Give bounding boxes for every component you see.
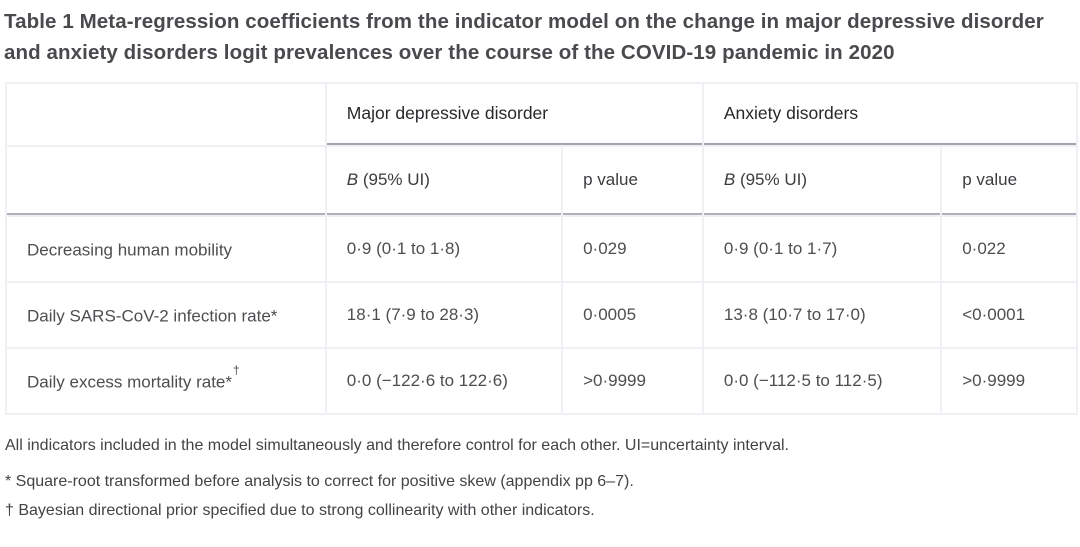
table-row-mobility: Decreasing human mobility 0·9 (0·1 to 1·… (7, 217, 1076, 281)
corner-cell (7, 84, 325, 145)
cell-anx-p: 0·022 (942, 217, 1076, 281)
group-header-mdd: Major depressive disorder (326, 84, 702, 145)
footnote-asterisk: * Square-root transformed before analysi… (5, 473, 634, 490)
b-symbol: B (723, 170, 736, 189)
footnotes: All indicators included in the model sim… (5, 434, 1070, 522)
col-header-anx-p: p value (942, 147, 1076, 215)
col-header-mdd-b: B (95% UI) (326, 147, 562, 215)
row-label-text: Daily excess mortality rate* (27, 372, 233, 392)
row-label-text: Decreasing human mobility (27, 240, 233, 260)
cell-mdd-b: 0·9 (0·1 to 1·8) (326, 217, 562, 281)
row-label: Daily excess mortality rate*† (7, 349, 325, 413)
col-header-anx-b: B (95% UI) (703, 147, 941, 215)
table-caption: Table 1 Meta-regression coefficients fro… (4, 10, 1044, 64)
group-header-anxiety: Anxiety disorders (703, 84, 1076, 145)
cell-mdd-p: 0·029 (563, 217, 702, 281)
group-header-row: Major depressive disorder Anxiety disord… (7, 84, 1076, 145)
footnote-dagger: † Bayesian directional prior specified d… (5, 502, 595, 519)
cell-anx-b: 13·8 (10·7 to 17·0) (703, 283, 941, 347)
paper-table-page: { "title": "Table 1 Meta-regression coef… (0, 6, 1080, 547)
cell-mdd-b: 18·1 (7·9 to 28·3) (326, 283, 562, 347)
cell-anx-b: 0·0 (−112·5 to 112·5) (703, 349, 941, 413)
cell-mdd-b: 0·0 (−122·6 to 122·6) (326, 349, 562, 413)
footnote-general: All indicators included in the model sim… (5, 437, 789, 454)
col-header-mdd-p: p value (563, 147, 702, 215)
row-label: Decreasing human mobility (7, 217, 325, 281)
cell-anx-p: >0·9999 (942, 349, 1076, 413)
cell-mdd-p: 0·0005 (563, 283, 702, 347)
corner-cell (7, 147, 325, 215)
table-row-excess-mortality: Daily excess mortality rate*† 0·0 (−122·… (7, 349, 1076, 413)
b-symbol: B (346, 170, 359, 189)
b-units: (95% UI) (358, 170, 430, 189)
table-row-infection-rate: Daily SARS-CoV-2 infection rate* 18·1 (7… (7, 283, 1076, 347)
row-label-sup: † (233, 362, 240, 377)
row-label-text: Daily SARS-CoV-2 infection rate* (27, 306, 278, 326)
row-label: Daily SARS-CoV-2 infection rate* (7, 283, 325, 347)
sub-header-row: B (95% UI) p value B (95% UI) p value (7, 147, 1076, 215)
cell-anx-b: 0·9 (0·1 to 1·7) (703, 217, 941, 281)
cell-anx-p: <0·0001 (942, 283, 1076, 347)
cell-mdd-p: >0·9999 (563, 349, 702, 413)
b-units: (95% UI) (735, 170, 808, 189)
meta-regression-table: Major depressive disorder Anxiety disord… (5, 82, 1078, 415)
